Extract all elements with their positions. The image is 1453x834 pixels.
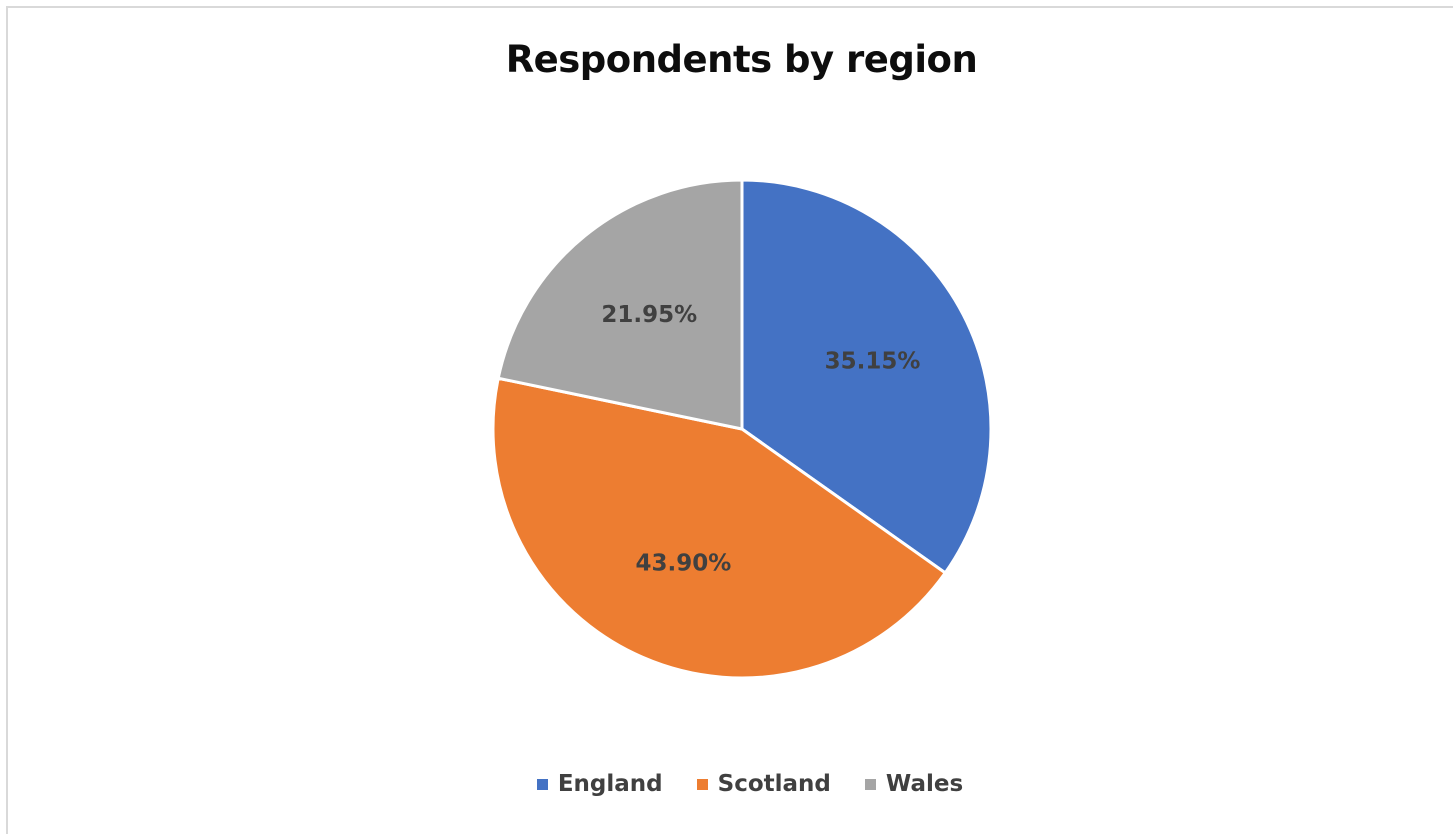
data-label-wales: 21.95% [601,302,697,328]
pie-slice-wales [496,178,744,431]
data-label-scotland: 43.90% [635,551,731,577]
legend-label-wales: Wales [885,771,964,797]
legend: England Scotland Wales [0,771,1453,797]
data-label-england: 35.15% [825,348,921,374]
chart-title: Respondents by region [505,38,978,81]
legend-item-scotland: Scotland [696,771,831,797]
pie-slice-scotland [491,376,947,680]
legend-label-scotland: Scotland [717,771,831,797]
pie-slice-england [740,178,993,575]
legend-item-england: England [536,771,663,797]
legend-swatch-wales [864,778,876,790]
legend-swatch-scotland [696,778,708,790]
legend-swatch-england [536,778,548,790]
legend-label-england: England [557,771,663,797]
legend-item-wales: Wales [864,771,964,797]
